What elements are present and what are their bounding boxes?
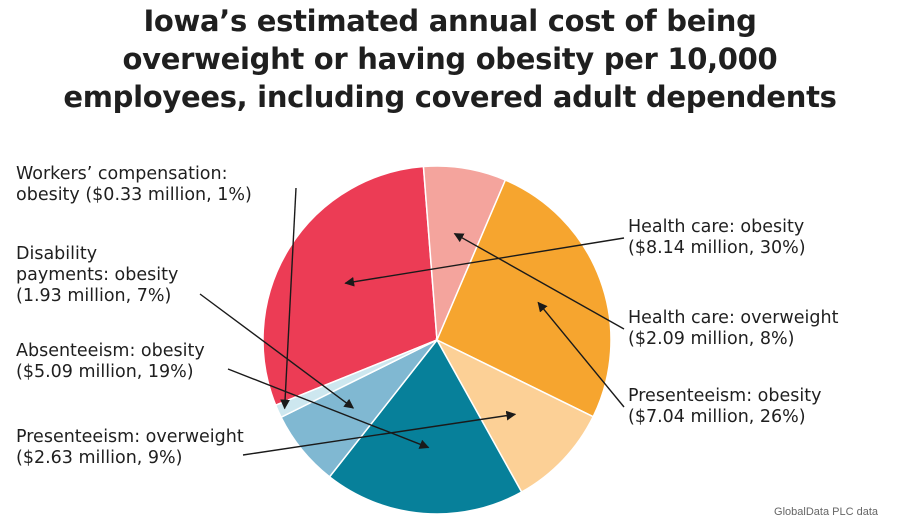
leader-arrow-presenteeism-overweight — [242, 410, 517, 456]
label-presenteeism-obesity: Presenteeism: obesity ($7.04 million, 26… — [628, 386, 821, 428]
chart-title-line-3: employees, including covered adult depen… — [63, 80, 837, 114]
label-workers-compensation-obesity-line-1: Workers’ compensation: — [16, 164, 228, 184]
label-presenteeism-overweight: Presenteeism: overweight ($2.63 million,… — [16, 427, 244, 469]
label-absenteeism-obesity: Absenteeism: obesity ($5.09 million, 19%… — [16, 341, 205, 383]
label-workers-compensation-obesity: Workers’ compensation: obesity ($0.33 mi… — [16, 164, 252, 206]
leader-arrow-presenteeism-obesity — [537, 301, 625, 408]
pie-slice-presenteeism-obesity — [436, 179, 612, 418]
label-health-care-obesity: Health care: obesity ($8.14 million, 30%… — [628, 217, 806, 259]
leader-arrow-disability-payments-obesity — [199, 293, 355, 409]
label-presenteeism-overweight-line-2: ($2.63 million, 9%) — [16, 448, 183, 468]
leader-arrow-health-care-overweight — [453, 232, 625, 330]
chart-title-line-2: overweight or having obesity per 10,000 — [122, 42, 778, 76]
label-health-care-obesity-line-1: Health care: obesity — [628, 217, 805, 237]
label-health-care-overweight-line-2: ($2.09 million, 8%) — [628, 329, 795, 349]
label-health-care-overweight: Health care: overweight ($2.09 million, … — [628, 308, 838, 350]
label-health-care-obesity-line-2: ($8.14 million, 30%) — [628, 238, 806, 258]
leader-arrow-health-care-obesity — [344, 237, 625, 287]
label-disability-payments-obesity-line-2: payments: obesity — [16, 265, 179, 285]
label-presenteeism-overweight-line-1: Presenteeism: overweight — [16, 427, 244, 447]
label-disability-payments-obesity: Disability payments: obesity (1.93 milli… — [16, 244, 178, 307]
pie-slice-workers-compensation-obesity — [274, 339, 438, 419]
chart-title: Iowa’s estimated annual cost of being ov… — [0, 2, 900, 116]
chart-title-line-1: Iowa’s estimated annual cost of being — [143, 4, 757, 38]
label-health-care-overweight-line-1: Health care: overweight — [628, 308, 839, 328]
label-disability-payments-obesity-line-1: Disability — [16, 244, 98, 264]
leader-arrow-absenteeism-obesity — [227, 368, 430, 449]
label-presenteeism-obesity-line-1: Presenteeism: obesity — [628, 386, 822, 406]
pie-slice-absenteeism-obesity — [328, 338, 523, 515]
label-presenteeism-obesity-line-2: ($7.04 million, 26%) — [628, 407, 806, 427]
label-workers-compensation-obesity-line-2: obesity ($0.33 million, 1%) — [16, 185, 252, 205]
label-absenteeism-obesity-line-2: ($5.09 million, 19%) — [16, 362, 194, 382]
source-note: GlobalData PLC data — [774, 506, 878, 518]
leader-arrow-workers-compensation-obesity — [280, 187, 297, 410]
label-disability-payments-obesity-line-3: (1.93 million, 7%) — [16, 286, 172, 306]
label-absenteeism-obesity-line-1: Absenteeism: obesity — [16, 341, 205, 361]
